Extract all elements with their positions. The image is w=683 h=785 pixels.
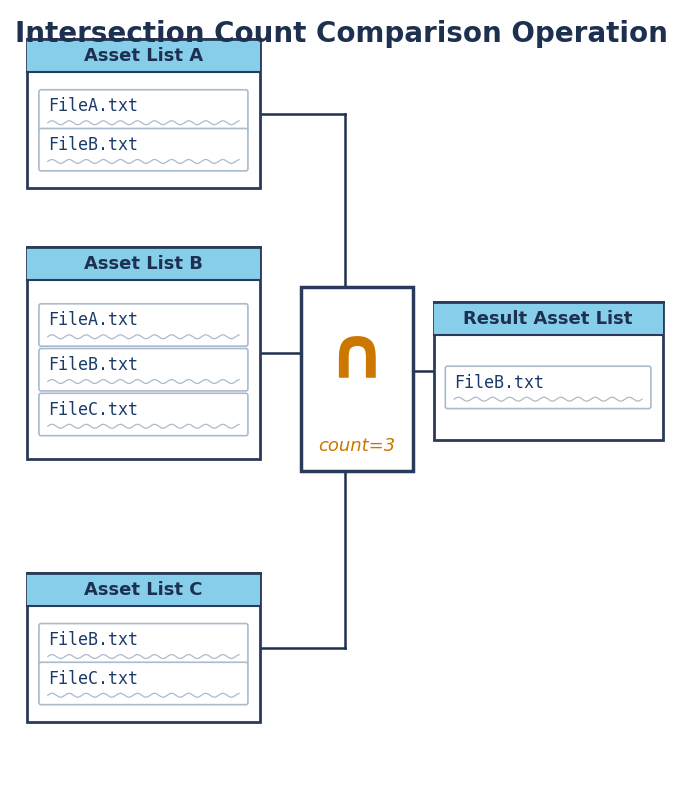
Text: Asset List A: Asset List A	[84, 47, 203, 64]
Text: FileB.txt: FileB.txt	[48, 136, 138, 154]
Text: FileC.txt: FileC.txt	[48, 401, 138, 419]
FancyBboxPatch shape	[27, 247, 260, 459]
Text: FileB.txt: FileB.txt	[48, 356, 138, 374]
FancyBboxPatch shape	[27, 573, 260, 606]
FancyBboxPatch shape	[39, 349, 248, 391]
Text: FileA.txt: FileA.txt	[48, 97, 138, 115]
Text: FileB.txt: FileB.txt	[48, 631, 138, 649]
FancyBboxPatch shape	[27, 573, 260, 722]
Text: Result Asset List: Result Asset List	[464, 310, 632, 327]
Text: FileA.txt: FileA.txt	[48, 312, 138, 330]
FancyBboxPatch shape	[39, 304, 248, 346]
Text: Asset List B: Asset List B	[84, 255, 203, 272]
Text: count=3: count=3	[318, 437, 395, 455]
FancyBboxPatch shape	[39, 663, 248, 705]
Text: FileC.txt: FileC.txt	[48, 670, 138, 688]
FancyBboxPatch shape	[301, 287, 413, 471]
FancyBboxPatch shape	[27, 247, 260, 280]
FancyBboxPatch shape	[39, 129, 248, 171]
FancyBboxPatch shape	[434, 302, 663, 335]
FancyBboxPatch shape	[39, 623, 248, 666]
FancyBboxPatch shape	[39, 89, 248, 132]
FancyBboxPatch shape	[39, 393, 248, 436]
Text: ∩: ∩	[328, 325, 386, 393]
FancyBboxPatch shape	[434, 302, 663, 440]
FancyBboxPatch shape	[445, 367, 651, 409]
Text: Asset List C: Asset List C	[84, 581, 203, 598]
Text: FileB.txt: FileB.txt	[454, 374, 544, 392]
FancyBboxPatch shape	[27, 39, 260, 188]
FancyBboxPatch shape	[27, 39, 260, 72]
Text: Intersection Count Comparison Operation: Intersection Count Comparison Operation	[15, 20, 668, 48]
